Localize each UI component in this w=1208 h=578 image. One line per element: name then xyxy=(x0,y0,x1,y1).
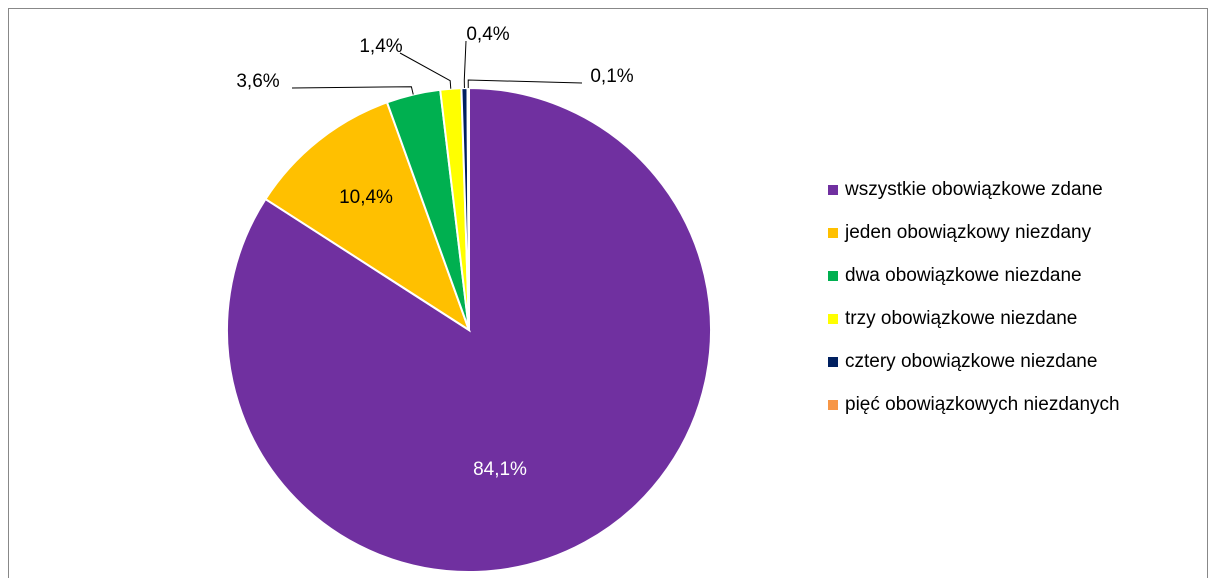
legend-marker xyxy=(828,400,838,410)
data-label: 0,4% xyxy=(466,24,509,45)
leader-line xyxy=(463,40,467,89)
legend-label: dwa obowiązkowe niezdane xyxy=(845,265,1082,286)
leader-line xyxy=(399,52,452,89)
data-label: 10,4% xyxy=(339,187,393,208)
data-label: 3,6% xyxy=(236,71,279,92)
leader-line xyxy=(291,86,414,95)
legend-marker xyxy=(828,271,838,281)
legend-marker xyxy=(828,314,838,324)
legend-label: trzy obowiązkowe niezdane xyxy=(845,308,1077,329)
legend-marker xyxy=(828,185,838,195)
legend-label: wszystkie obowiązkowe zdane xyxy=(844,179,1103,200)
legend-marker xyxy=(828,357,838,367)
pie-slice xyxy=(466,86,470,331)
data-label: 0,1% xyxy=(590,66,633,87)
legend-marker xyxy=(828,228,838,238)
legend-label: cztery obowiązkowe niezdane xyxy=(845,351,1097,372)
leader-line xyxy=(467,79,583,89)
data-label: 84,1% xyxy=(473,459,527,480)
pie-slice xyxy=(264,101,471,333)
legend-label: jeden obowiązkowy niezdany xyxy=(844,222,1092,243)
legend-label: pięć obowiązkowych niezdanych xyxy=(845,394,1120,415)
data-label: 1,4% xyxy=(359,36,402,57)
